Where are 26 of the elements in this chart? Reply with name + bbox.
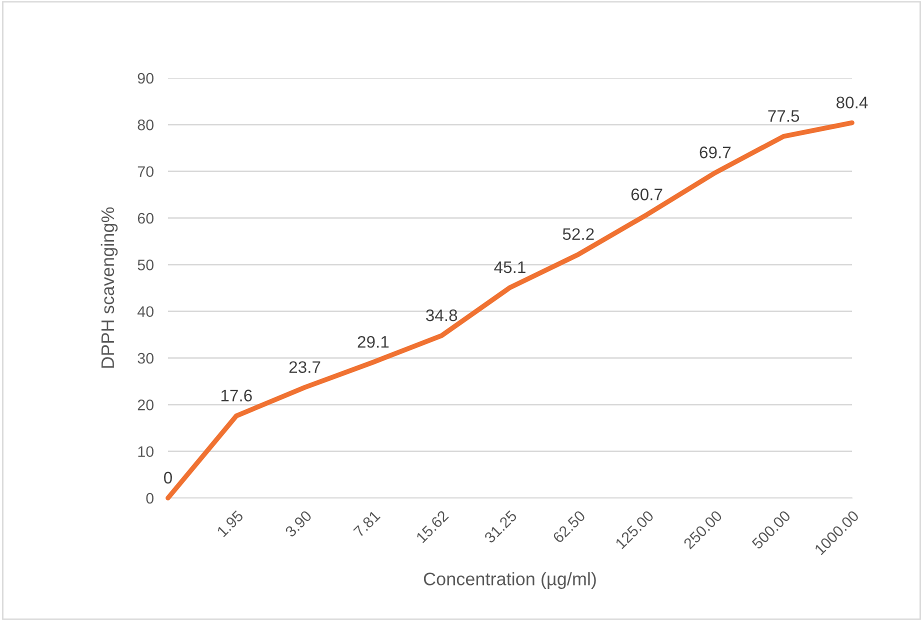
y-axis-title: DPPH scavenging% (100, 207, 118, 368)
data-label: 23.7 (289, 361, 320, 373)
data-label: 52.2 (562, 228, 594, 240)
data-label: 29.1 (358, 336, 389, 348)
data-label: 0 (164, 472, 172, 484)
data-label: 80.4 (836, 96, 868, 108)
data-label: 45.1 (494, 262, 526, 274)
y-tick-label: 80 (138, 120, 154, 130)
y-tick-label: 60 (138, 212, 154, 224)
data-label: 17.6 (221, 390, 252, 402)
y-tick-label: 90 (138, 72, 154, 84)
line-series (166, 120, 854, 500)
data-label: 69.7 (700, 146, 731, 158)
x-axis-title: Concentration (µg/ml) (424, 572, 596, 589)
y-tick-label: 70 (138, 166, 154, 178)
data-label: 34.8 (426, 309, 458, 322)
y-tick-label: 40 (137, 306, 154, 318)
data-label: 77.5 (768, 110, 800, 122)
data-label: 60.7 (631, 188, 662, 200)
x-tick-label: 3.90 (284, 510, 312, 538)
y-tick-label: 10 (138, 446, 154, 458)
y-tick-label: 20 (138, 400, 154, 410)
y-tick-label: 0 (146, 492, 154, 504)
x-tick-label: 7.81 (353, 510, 381, 538)
y-tick-label: 30 (138, 352, 154, 364)
y-tick-label: 50 (138, 260, 154, 270)
